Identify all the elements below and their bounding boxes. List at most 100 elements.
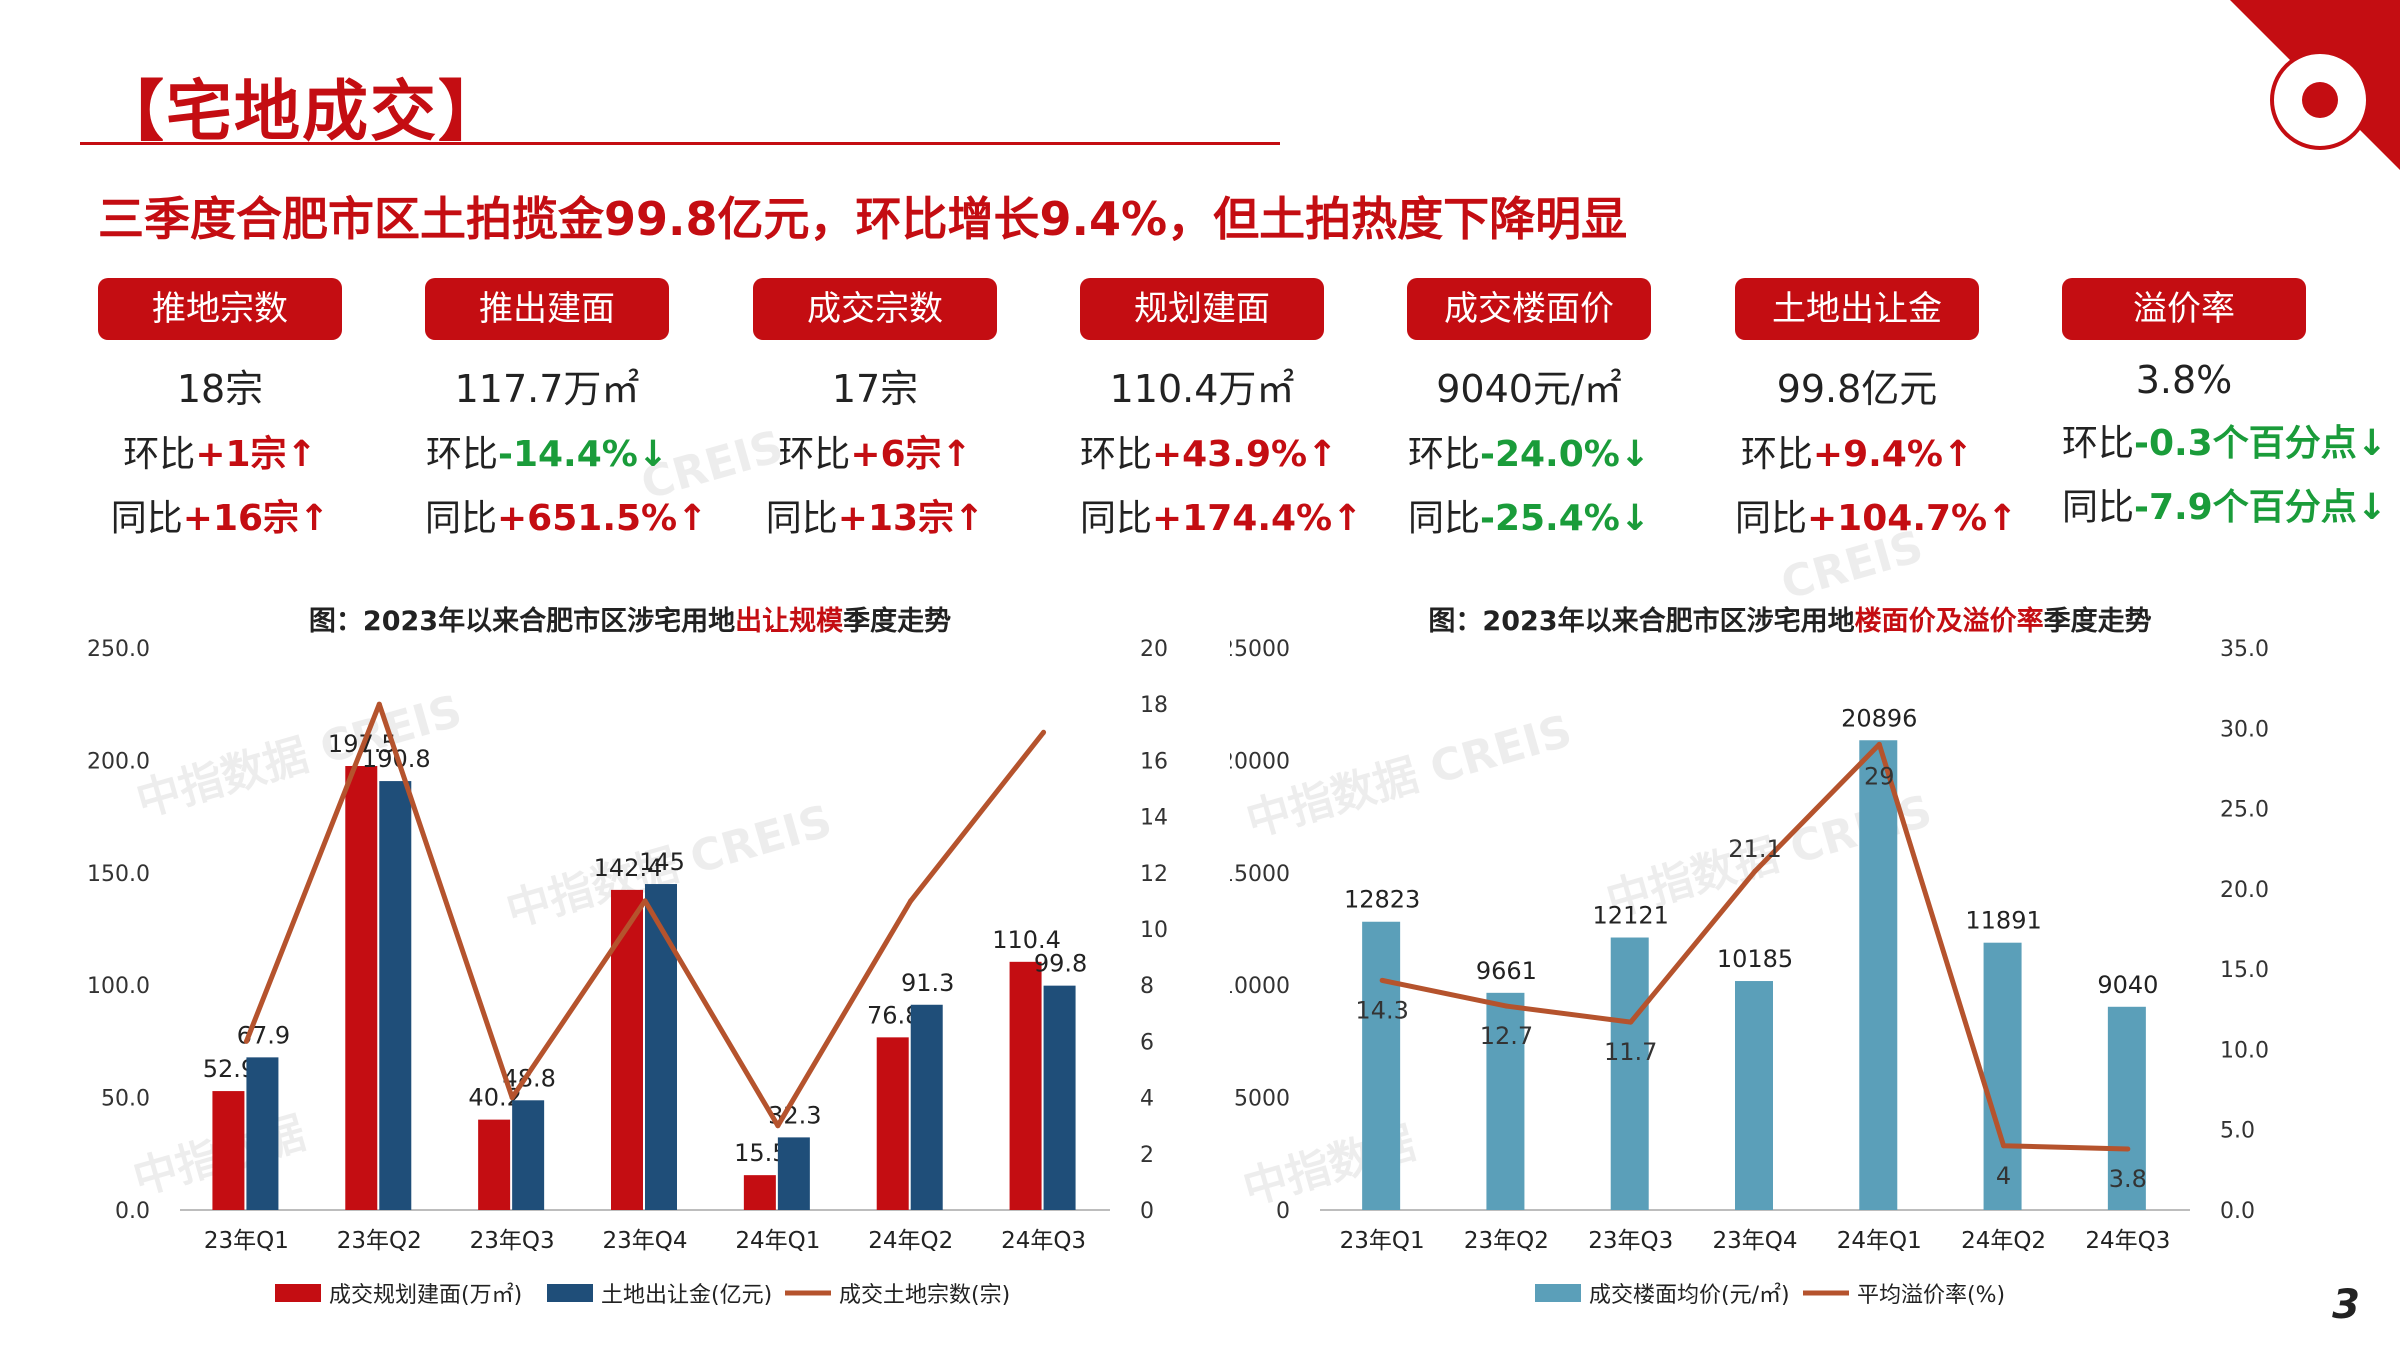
arrow-up-icon: ↑ xyxy=(1987,498,2018,539)
bar xyxy=(876,1037,909,1210)
line-data-label: 4 xyxy=(1996,1162,2011,1190)
line-data-label: 12.7 xyxy=(1480,1022,1533,1050)
page-number: 3 xyxy=(2332,1282,2360,1328)
left-axis-tick: 100.0 xyxy=(87,974,150,999)
arrow-down-icon: ↓ xyxy=(637,434,669,475)
left-axis-tick: 50.0 xyxy=(101,1087,150,1112)
line-point xyxy=(1041,729,1047,735)
arrow-up-icon: ↑ xyxy=(1307,434,1338,475)
bar-data-label: 12121 xyxy=(1593,902,1669,930)
arrow-up-icon: ↑ xyxy=(677,498,708,539)
kpi-yoy: 同比+16宗↑ xyxy=(110,498,330,539)
chart-title: 图：2023年以来合肥市区涉宅用地出让规模季度走势 xyxy=(309,605,951,637)
chart-title-part: 出让规模 xyxy=(735,606,843,637)
right-axis-tick: 0 xyxy=(1140,1199,1154,1224)
kpi-label: 土地出让金 xyxy=(1735,278,1979,340)
line-point xyxy=(1379,977,1385,983)
right-axis-tick: 25.0 xyxy=(2220,798,2269,823)
left-axis-tick: 15000 xyxy=(1230,862,1290,887)
line-point xyxy=(243,1038,249,1044)
arrow-up-icon: ↑ xyxy=(299,498,330,539)
line-point xyxy=(1876,741,1882,747)
kpi-qoq: 环比-24.0%↓ xyxy=(1407,434,1651,475)
bar xyxy=(645,884,677,1210)
x-axis-tick: 24年Q2 xyxy=(1961,1228,2046,1254)
kpi-card: 溢价率 3.8% 环比-0.3个百分点↓ 同比-7.9个百分点↓ xyxy=(2062,278,2387,530)
left-axis-tick: 200.0 xyxy=(87,749,150,774)
kpi-value: 17宗 xyxy=(831,367,919,411)
bar xyxy=(1859,740,1898,1210)
x-axis-tick: 23年Q4 xyxy=(1712,1228,1797,1254)
kpi-label: 推出建面 xyxy=(425,278,669,340)
bar-data-label: 11891 xyxy=(1965,907,2041,935)
left-axis-tick: 0 xyxy=(1276,1199,1290,1224)
bar xyxy=(1009,961,1042,1210)
bar xyxy=(246,1057,279,1210)
line-point xyxy=(1752,868,1758,874)
right-axis-tick: 15.0 xyxy=(2220,958,2269,983)
kpi-card: 成交宗数 17宗 环比+6宗↑ 同比+13宗↑ xyxy=(753,278,997,541)
kpi-card: 推地宗数 18宗 环比+1宗↑ 同比+16宗↑ xyxy=(98,278,342,541)
bar xyxy=(478,1119,511,1210)
right-axis-tick: 2 xyxy=(1140,1143,1154,1168)
chart-title-part: 季度走势 xyxy=(2044,605,2152,637)
kpi-value: 18宗 xyxy=(176,367,264,411)
x-axis-tick: 23年Q1 xyxy=(1340,1228,1425,1254)
kpi-value: 9040元/㎡ xyxy=(1436,367,1622,411)
bar xyxy=(743,1175,776,1210)
bar xyxy=(345,766,378,1210)
bar-data-label: 9040 xyxy=(2097,971,2158,999)
x-axis-tick: 23年Q2 xyxy=(337,1228,422,1254)
kpi-qoq: 环比+43.9%↑ xyxy=(1080,434,1338,475)
kpi-card: 成交楼面价 9040元/㎡ 环比-24.0%↓ 同比-25.4%↓ xyxy=(1407,278,1651,541)
legend-item: 土地出让金(亿元) xyxy=(601,1283,772,1308)
arrow-up-icon: ↑ xyxy=(1332,498,1363,539)
bar-data-label: 67.9 xyxy=(237,1021,290,1049)
legend-item: 成交楼面均价(元/㎡) xyxy=(1589,1282,1790,1308)
bar xyxy=(379,781,412,1210)
line-point xyxy=(2001,1143,2007,1149)
left-axis-tick: 250.0 xyxy=(87,637,150,662)
line-point xyxy=(509,1095,515,1101)
kpi-label: 溢价率 xyxy=(2062,278,2306,340)
kpi-yoy: 同比+13宗↑ xyxy=(765,498,985,539)
price-premium-chart: 图：2023年以来合肥市区涉宅用地楼面价及溢价率季度走势 0 5000 10000 15… xyxy=(1230,605,2269,1308)
x-axis-tick: 23年Q1 xyxy=(204,1228,289,1254)
bar-data-label: 10185 xyxy=(1717,945,1793,973)
bar-data-label: 9661 xyxy=(1476,957,1537,985)
bar xyxy=(1735,981,1773,1210)
line-data-label: 14.3 xyxy=(1355,996,1408,1024)
kpi-value: 117.7万㎡ xyxy=(454,367,640,411)
page-title: 【宅地成交】 xyxy=(98,73,506,150)
kpi-value: 99.8亿元 xyxy=(1776,367,1938,411)
kpi-label: 成交宗数 xyxy=(753,278,997,340)
left-axis-tick: 150.0 xyxy=(87,862,150,887)
line-point xyxy=(2125,1146,2131,1152)
line-data-label: 11.7 xyxy=(1604,1038,1657,1066)
bar-data-label: 110.4 xyxy=(992,926,1061,954)
x-axis-tick: 23年Q3 xyxy=(1588,1228,1673,1254)
kpi-qoq: 环比+1宗↑ xyxy=(123,434,317,475)
x-axis-tick: 24年Q2 xyxy=(868,1228,953,1254)
line-point xyxy=(1503,1003,1509,1009)
bar xyxy=(512,1100,545,1210)
bar-data-label: 20896 xyxy=(1841,704,1917,732)
chart-title-part: 季度走势 xyxy=(843,605,951,637)
bar xyxy=(1983,942,2022,1210)
arrow-down-icon: ↓ xyxy=(2356,487,2387,528)
chart-title: 图：2023年以来合肥市区涉宅用地楼面价及溢价率季度走势 xyxy=(1428,605,2151,637)
kpi-yoy: 同比-25.4%↓ xyxy=(1407,498,1651,539)
x-axis-tick: 24年Q3 xyxy=(1001,1228,1086,1254)
arrow-up-icon: ↑ xyxy=(954,498,985,539)
right-axis-tick: 20 xyxy=(1140,637,1168,662)
right-axis-tick: 30.0 xyxy=(2220,717,2269,742)
chart-title-part: 楼面价及溢价率 xyxy=(1855,605,2044,637)
kpi-label: 成交楼面价 xyxy=(1407,278,1651,340)
x-axis-tick: 23年Q3 xyxy=(470,1228,555,1254)
arrow-up-icon: ↑ xyxy=(286,434,317,475)
right-axis-tick: 5.0 xyxy=(2220,1119,2255,1144)
arrow-up-icon: ↑ xyxy=(941,434,972,475)
bar-data-label: 142.4 xyxy=(594,854,663,882)
academy-seal-logo xyxy=(2270,50,2370,150)
title-underline xyxy=(80,142,1280,145)
